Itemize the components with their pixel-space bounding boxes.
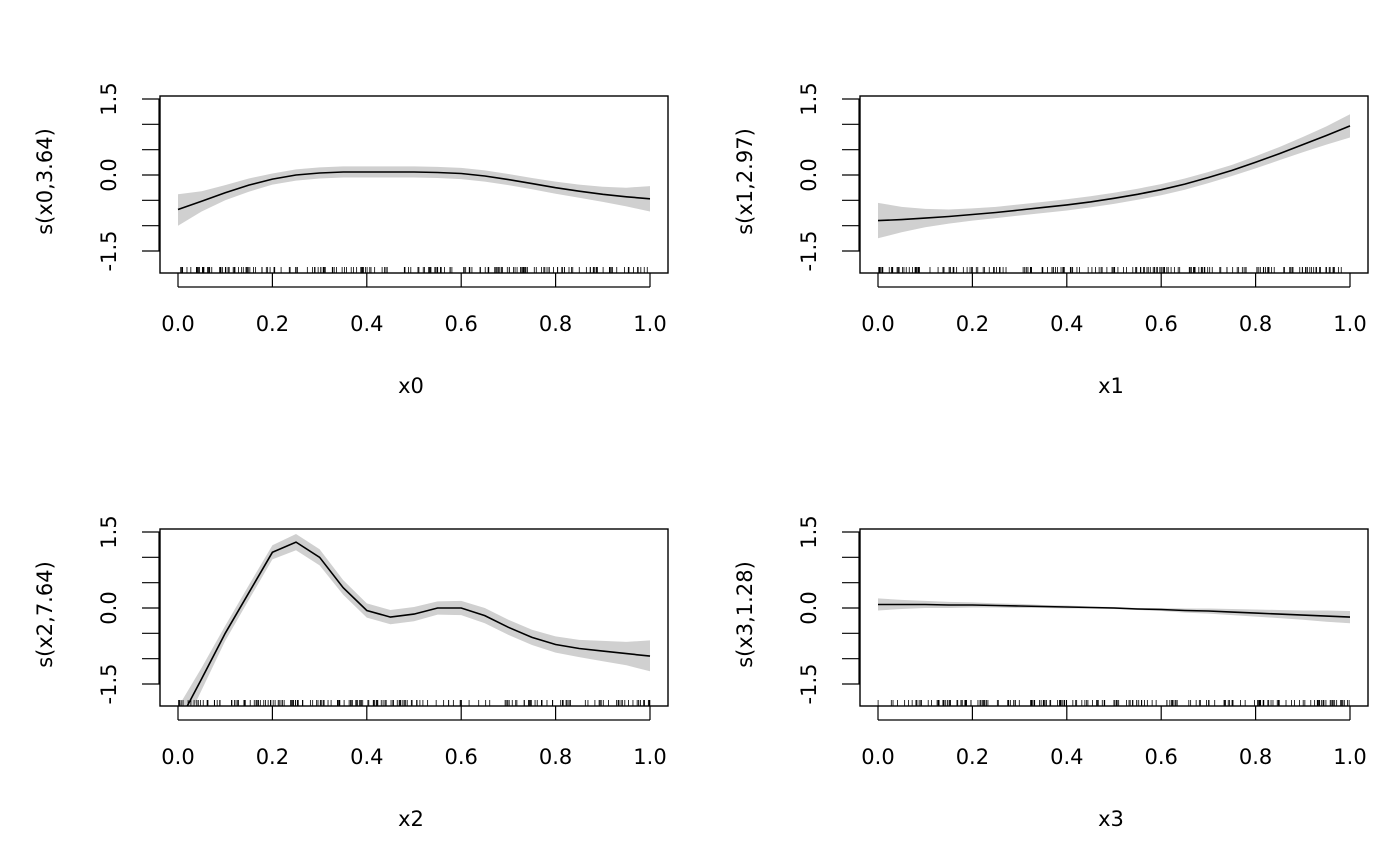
confidence-band bbox=[878, 598, 1350, 624]
x-tick-label: 0.0 bbox=[161, 745, 194, 769]
x-tick-label: 0.2 bbox=[256, 745, 289, 769]
y-axis-title: s(x2,7.64) bbox=[33, 561, 57, 668]
x-tick-label: 0.4 bbox=[350, 745, 383, 769]
confidence-band bbox=[178, 166, 650, 226]
x-tick-label: 0.8 bbox=[539, 745, 572, 769]
y-tick-label: 1.5 bbox=[797, 82, 821, 115]
smooth-panel-x2: 0.0 0.2 0.4 0.6 0.8 1.0 -1.5 0.0 1.5 x2 s(x2,7.64) bbox=[33, 515, 669, 831]
x-tick-label: 0.6 bbox=[444, 745, 477, 769]
plot-frame bbox=[859, 528, 1369, 707]
x-axis-title: x0 bbox=[398, 374, 424, 398]
smooth-panel-x3: 0.0 0.2 0.4 0.6 0.8 1.0 -1.5 0.0 1.5 x3 s(x3,1.28) bbox=[733, 515, 1369, 831]
x-tick-label: 0.0 bbox=[161, 312, 194, 336]
smooth-line bbox=[878, 603, 1351, 618]
x-tick-label: 0.8 bbox=[1239, 745, 1272, 769]
x-tick-label: 0.2 bbox=[956, 312, 989, 336]
confidence-band bbox=[178, 534, 650, 706]
y-tick-label: 1.5 bbox=[97, 515, 121, 548]
x-tick-label: 0.6 bbox=[1144, 312, 1177, 336]
rug-ticks bbox=[877, 700, 1350, 706]
smooth-line bbox=[186, 541, 651, 706]
y-tick-label: -1.5 bbox=[797, 231, 821, 272]
y-axis-title: s(x0,3.64) bbox=[33, 128, 57, 235]
y-tick-label: 0.0 bbox=[797, 158, 821, 191]
x-tick-label: 0.2 bbox=[256, 312, 289, 336]
rug-ticks bbox=[180, 267, 648, 273]
x-tick-label: 0.4 bbox=[1050, 312, 1083, 336]
x-tick-label: 0.8 bbox=[539, 312, 572, 336]
y-tick-label: 0.0 bbox=[97, 158, 121, 191]
y-tick-label: -1.5 bbox=[97, 664, 121, 705]
y-tick-label: 0.0 bbox=[797, 591, 821, 624]
x-axis-title: x3 bbox=[1098, 807, 1124, 831]
x-tick-label: 1.0 bbox=[1333, 745, 1366, 769]
x-tick-label: 0.0 bbox=[861, 745, 894, 769]
plot-frame bbox=[859, 95, 1369, 274]
x-tick-label: 0.2 bbox=[956, 745, 989, 769]
x-tick-label: 0.0 bbox=[861, 312, 894, 336]
y-tick-label: -1.5 bbox=[97, 231, 121, 272]
x-tick-label: 0.6 bbox=[1144, 745, 1177, 769]
x-tick-label: 1.0 bbox=[633, 312, 666, 336]
smooth-panel-x1: 0.0 0.2 0.4 0.6 0.8 1.0 -1.5 0.0 1.5 x1 s(x1,2.97) bbox=[733, 82, 1369, 398]
x-tick-label: 1.0 bbox=[633, 745, 666, 769]
y-tick-label: 1.5 bbox=[797, 515, 821, 548]
plot-frame bbox=[159, 95, 669, 274]
x-tick-label: 0.4 bbox=[350, 312, 383, 336]
x-tick-label: 0.6 bbox=[444, 312, 477, 336]
y-axis-title: s(x3,1.28) bbox=[733, 561, 757, 668]
rug-ticks bbox=[178, 700, 651, 706]
x-axis-title: x2 bbox=[398, 807, 424, 831]
y-tick-label: 0.0 bbox=[97, 591, 121, 624]
y-tick-label: -1.5 bbox=[797, 664, 821, 705]
rug-ticks bbox=[878, 267, 1342, 273]
x-tick-label: 0.4 bbox=[1050, 745, 1083, 769]
confidence-band bbox=[878, 114, 1350, 239]
smooth-line bbox=[877, 125, 1351, 222]
y-axis-title: s(x1,2.97) bbox=[733, 128, 757, 235]
plot-frame bbox=[159, 528, 669, 707]
x-tick-label: 0.8 bbox=[1239, 312, 1272, 336]
smooth-panel-x0: 0.0 0.2 0.4 0.6 0.8 1.0 -1.5 0.0 1.5 x0 s(x0,3.64) bbox=[33, 82, 669, 398]
x-tick-label: 1.0 bbox=[1333, 312, 1366, 336]
x-axis-title: x1 bbox=[1098, 374, 1124, 398]
y-tick-label: 1.5 bbox=[97, 82, 121, 115]
smooth-line bbox=[177, 171, 651, 211]
